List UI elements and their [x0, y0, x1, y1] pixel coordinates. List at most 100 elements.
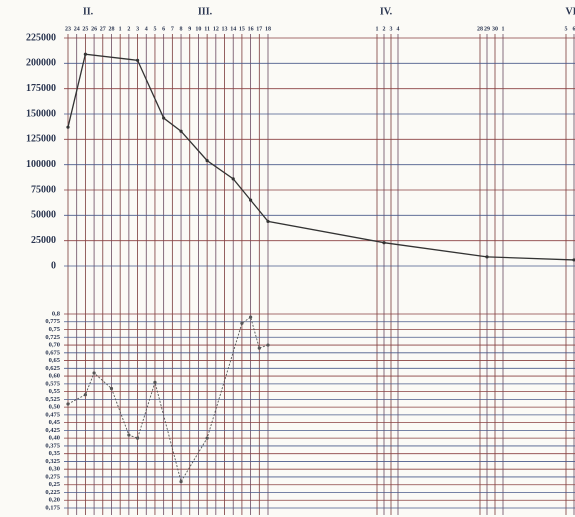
x-tick-label: 26 — [91, 26, 97, 32]
data-point — [249, 315, 253, 319]
data-point — [179, 129, 183, 133]
data-point — [135, 58, 140, 62]
x-tick-label: 25 — [82, 26, 88, 32]
x-tick-label: 5 — [565, 26, 568, 32]
x-tick-label: 7 — [171, 26, 174, 32]
y-tick-label: 0,375 — [45, 442, 60, 449]
y-tick-label: 0,20 — [49, 497, 60, 504]
x-tick-label: 4 — [397, 26, 400, 32]
data-point — [257, 346, 261, 350]
x-tick-label: 4 — [145, 26, 148, 32]
y-tick-label: 75000 — [31, 184, 56, 195]
data-point — [179, 480, 183, 484]
x-tick-label: 23 — [65, 26, 71, 32]
x-tick-label: 3 — [136, 26, 139, 32]
x-tick-label: 1 — [119, 26, 122, 32]
data-point — [66, 402, 70, 406]
y-tick-label: 0,50 — [49, 404, 60, 411]
x-tick-label: 16 — [248, 26, 254, 32]
data-point — [205, 159, 209, 163]
x-tick-label: 9 — [188, 26, 191, 32]
month-label: II. — [83, 6, 94, 17]
y-tick-label: 150000 — [26, 108, 56, 119]
data-point — [266, 219, 270, 224]
y-tick-label: 0,575 — [45, 380, 60, 387]
data-point — [127, 433, 131, 437]
y-tick-label: 0,65 — [49, 357, 61, 364]
x-tick-label: 2 — [383, 26, 386, 32]
y-tick-label: 125000 — [26, 134, 56, 145]
x-tick-label: 10 — [195, 26, 201, 32]
month-label: IV. — [380, 6, 393, 17]
y-tick-label: 0,70 — [49, 342, 60, 349]
x-tick-label: 6 — [162, 26, 165, 32]
y-tick-label: 200000 — [26, 58, 56, 69]
y-tick-label: 0,60 — [49, 373, 60, 380]
y-tick-label: 225000 — [26, 32, 56, 43]
x-tick-label: 15 — [239, 26, 245, 32]
data-point — [135, 436, 140, 440]
x-tick-label: 24 — [74, 26, 80, 32]
x-tick-label: 3 — [390, 26, 393, 32]
y-tick-label: 0,475 — [45, 411, 60, 418]
data-point — [153, 380, 157, 384]
y-tick-label: 50000 — [31, 210, 56, 221]
x-tick-label: 2 — [127, 26, 130, 32]
y-tick-label: 0,425 — [45, 427, 60, 434]
y-tick-label: 0,40 — [49, 435, 60, 442]
x-tick-label: 6 — [573, 26, 575, 32]
data-point — [83, 52, 87, 56]
y-tick-label: 0,35 — [49, 450, 61, 457]
data-point — [109, 386, 114, 391]
y-tick-label: 175000 — [26, 83, 56, 94]
month-label: VI — [565, 6, 575, 17]
y-tick-label: 0,175 — [45, 504, 60, 511]
y-tick-label: 0,725 — [45, 334, 60, 341]
data-point — [572, 258, 575, 262]
y-tick-label: 0,225 — [45, 489, 60, 496]
data-point — [240, 321, 244, 325]
y-tick-label: 0,55 — [49, 388, 61, 395]
data-point — [92, 371, 96, 375]
x-tick-label: 18 — [265, 26, 271, 32]
x-tick-label: 30 — [492, 26, 498, 32]
y-tick-label: 0,775 — [45, 318, 60, 325]
x-tick-label: 28 — [477, 26, 483, 32]
x-tick-label: 1 — [376, 26, 379, 32]
y-tick-label: 0,25 — [49, 481, 61, 488]
x-tick-label: 27 — [100, 26, 106, 32]
x-tick-label: 5 — [153, 26, 156, 32]
y-tick-label: 0,45 — [49, 419, 61, 426]
x-tick-label: 1 — [502, 26, 505, 32]
y-tick-label: 0,30 — [49, 466, 60, 473]
y-tick-label: 0,325 — [45, 458, 60, 465]
data-point — [485, 255, 489, 259]
data-point — [382, 241, 386, 245]
x-tick-label: 14 — [230, 26, 236, 32]
data-point — [83, 393, 87, 397]
data-point — [231, 177, 235, 181]
x-tick-label: 17 — [256, 26, 262, 32]
data-point — [162, 116, 166, 120]
y-tick-label: 100000 — [26, 159, 56, 170]
x-tick-label: 12 — [213, 26, 219, 32]
y-tick-label: 0,75 — [49, 326, 61, 333]
data-point — [66, 125, 70, 129]
data-point — [266, 343, 270, 347]
data-point — [249, 198, 253, 202]
month-label: III. — [198, 6, 213, 17]
y-tick-label: 0,525 — [45, 396, 60, 403]
x-tick-label: 13 — [222, 26, 228, 32]
x-tick-label: 29 — [484, 26, 490, 32]
data-line — [67, 53, 575, 261]
x-tick-label: 28 — [108, 26, 114, 32]
x-tick-label: 8 — [180, 26, 183, 32]
data-point — [205, 436, 209, 440]
y-tick-label: 25000 — [31, 235, 56, 246]
x-tick-label: 11 — [204, 26, 210, 32]
y-tick-label: 0,8 — [52, 310, 61, 317]
y-tick-label: 0 — [51, 260, 56, 271]
y-tick-label: 0,625 — [45, 365, 60, 372]
y-tick-label: 0,275 — [45, 473, 60, 480]
